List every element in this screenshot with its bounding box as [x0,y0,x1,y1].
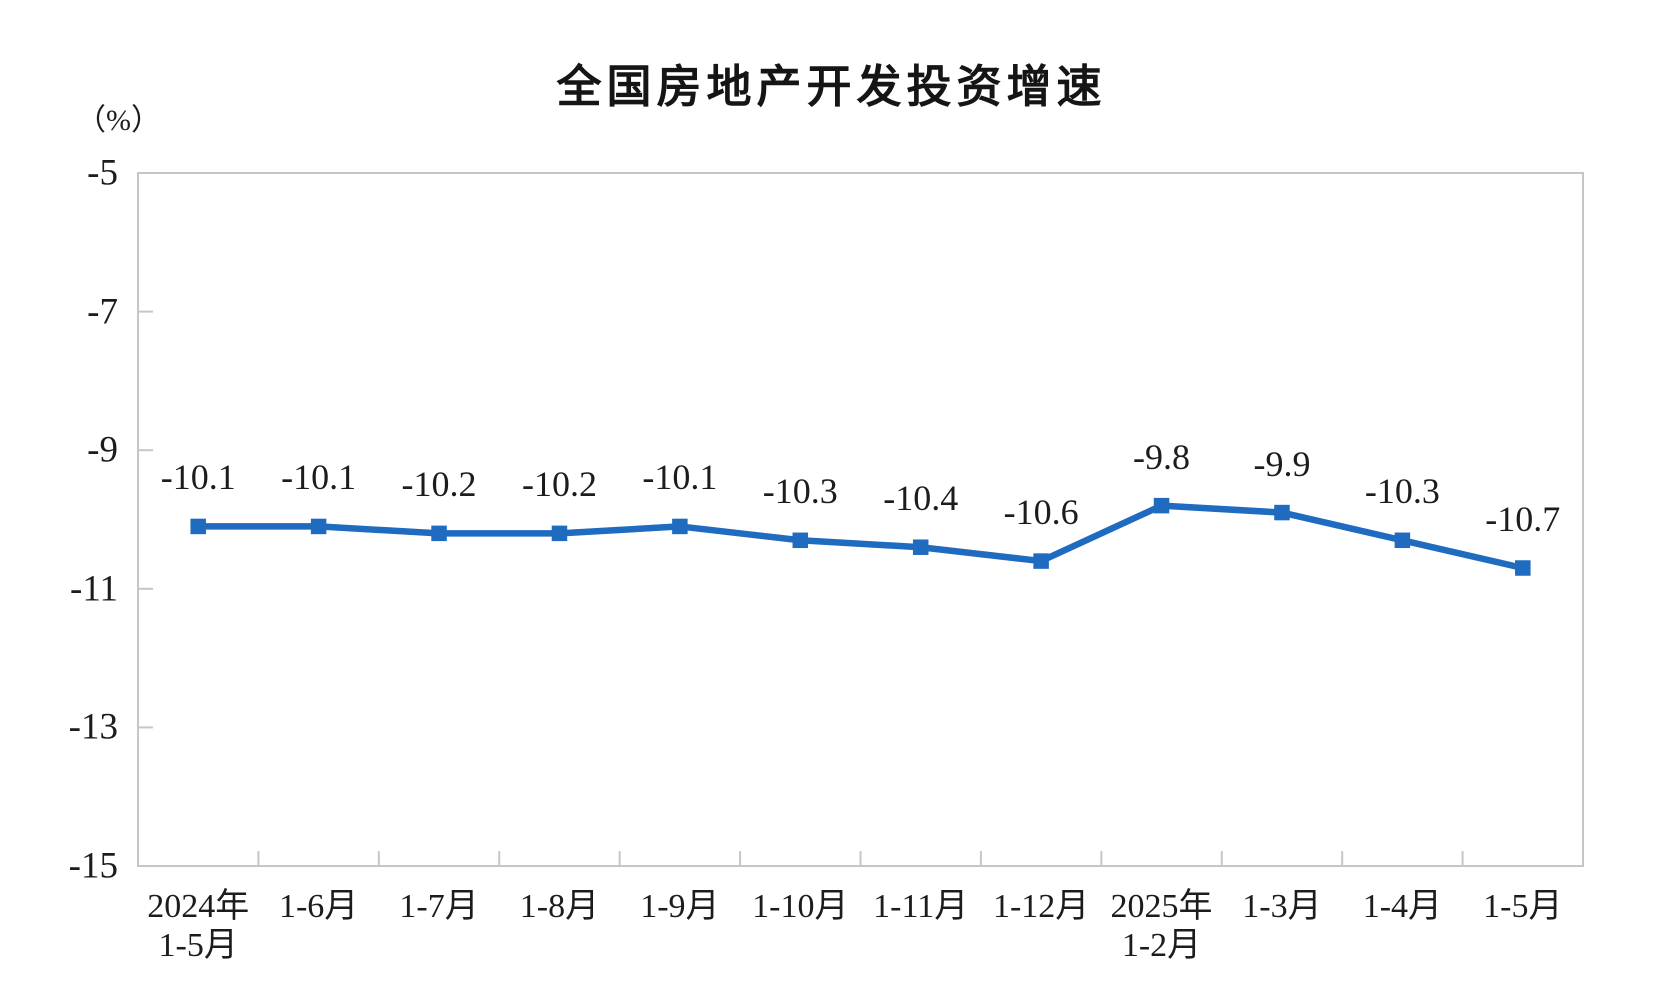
x-tick-label: 1-11月 [873,888,969,925]
data-point-marker [190,518,206,535]
data-label: -10.1 [281,457,357,498]
series-line [198,502,1524,572]
x-tick-label: 1-9月 [640,888,720,925]
data-label: -10.1 [160,457,236,498]
x-tick-label: 1-8月 [519,888,600,925]
x-tick-label: 1-6月 [278,888,359,925]
data-point-marker [310,518,327,535]
data-label: -10.4 [883,478,959,519]
data-point-marker [672,518,688,535]
data-point-marker [792,532,809,549]
data-point-marker [1394,532,1411,549]
x-tick-label: 1-7月 [399,888,479,925]
x-tick-label: 2024年 1-5月 [147,888,250,964]
data-label: -9.9 [1253,443,1311,484]
data-label: -9.8 [1133,436,1191,477]
x-tick-label: 1-10月 [752,888,849,925]
data-label: -10.3 [762,471,838,512]
y-axis-unit-label: （%） [76,104,161,137]
data-label: -10.7 [1485,499,1561,539]
y-tick-label: -15 [68,845,118,887]
y-tick-label: -5 [87,152,118,194]
x-tick-label: 1-3月 [1242,888,1322,925]
data-point-marker [1153,497,1170,514]
data-point-marker [1033,553,1049,569]
y-tick-label: -7 [87,291,118,333]
data-point-marker [431,525,447,542]
data-point-marker [1274,504,1290,521]
data-label: -10.2 [401,464,477,505]
y-tick-label: -11 [70,568,118,610]
data-label: -10.2 [521,464,597,505]
y-tick-label: -9 [87,429,118,471]
data-point-marker [912,539,929,555]
chart-title: 全国房地产开发投资增速 [556,60,1107,113]
x-tick-label: 1-12月 [992,888,1090,925]
x-tick-label: 1-4月 [1362,888,1443,925]
data-point-marker [1515,560,1531,576]
plot-border [137,172,1584,867]
data-label: -10.1 [642,457,718,498]
y-tick-label: -13 [68,706,118,748]
data-point-marker [551,525,568,542]
x-tick-label: 2025年 1-2月 [1110,888,1213,964]
data-label: -10.6 [1003,492,1079,533]
x-tick-label: 1-5月 [1483,888,1563,925]
data-label: -10.3 [1364,471,1440,512]
